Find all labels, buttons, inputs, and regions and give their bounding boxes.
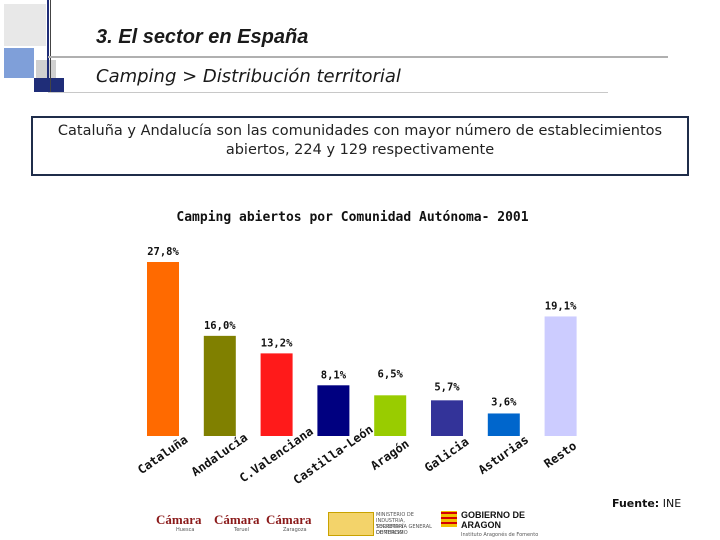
- callout-box: Cataluña y Andalucía son las comunidades…: [31, 116, 689, 176]
- data-label-1: 27,8%: [147, 246, 179, 258]
- bar-5: [374, 395, 407, 436]
- logo-camara-teruel: Cámara: [214, 512, 260, 527]
- data-label-8: 19,1%: [545, 300, 577, 312]
- aragon-flag-icon: [441, 511, 457, 527]
- category-label-8: Resto: [541, 439, 579, 471]
- logo-camara-zaragoza: Cámara: [266, 512, 312, 527]
- data-label-4: 8,1%: [321, 369, 347, 381]
- bar-3: [260, 353, 293, 436]
- data-label-2: 16,0%: [204, 320, 236, 332]
- bar-2: [203, 335, 236, 436]
- data-label-6: 5,7%: [434, 381, 460, 393]
- logo-city-huesca: Huesca: [176, 527, 195, 533]
- corner-square-large: [4, 4, 46, 46]
- logo-camara-huesca: Cámara: [156, 512, 202, 527]
- gov-aragon-sub: Instituto Aragonés de Fomento: [461, 532, 539, 538]
- source-value: INE: [662, 497, 682, 510]
- corner-square-navy: [34, 78, 64, 92]
- category-label-7: Asturias: [476, 432, 531, 477]
- source-note: Fuente: INE: [612, 497, 681, 510]
- logo-city-zaragoza: Zaragoza: [283, 527, 307, 533]
- corner-square-blue: [4, 48, 34, 78]
- category-label-1: Cataluña: [135, 432, 190, 477]
- bar-1: [147, 262, 179, 436]
- title-underline: [48, 56, 668, 58]
- data-label-7: 3,6%: [491, 396, 517, 408]
- gov-aragon-label: GOBIERNO DE ARAGON: [461, 510, 526, 530]
- subtitle: Camping > Distribución territorial: [96, 66, 401, 87]
- logo-city-teruel: Teruel: [234, 527, 249, 533]
- data-label-3: 13,2%: [261, 337, 293, 349]
- bar-6: [431, 400, 463, 436]
- secretaria-label: SECRETARÍA GENERAL DE TURISMO: [376, 524, 432, 536]
- data-label-5: 6,5%: [378, 368, 404, 380]
- subtitle-underline: [48, 92, 608, 93]
- category-label-5: Aragón: [368, 437, 412, 473]
- bar-8: [544, 316, 577, 436]
- chart-title: Camping abiertos por Comunidad Autónoma-…: [176, 210, 529, 225]
- corner-vertical-line-2: [50, 0, 51, 92]
- ministry-label: MINISTERIO DE INDUSTRIA, TURISMO Y COMER…: [376, 512, 414, 536]
- source-label: Fuente:: [612, 497, 660, 510]
- ministry-logo-box: [328, 512, 374, 536]
- category-label-6: Galicia: [422, 434, 471, 474]
- bar-7: [487, 413, 520, 436]
- bar-4: [317, 385, 350, 436]
- section-title: 3. El sector en España: [96, 26, 309, 48]
- corner-vertical-line: [47, 0, 49, 92]
